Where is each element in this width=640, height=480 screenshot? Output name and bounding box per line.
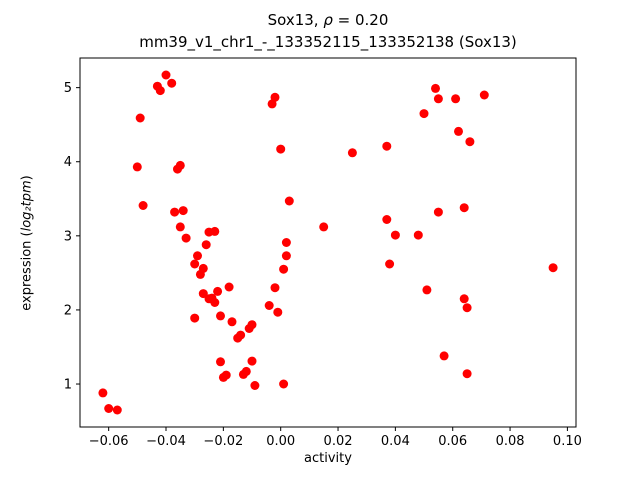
data-point	[210, 226, 220, 236]
x-tick-label: 0.06	[438, 434, 467, 449]
data-point	[382, 141, 392, 151]
data-point	[161, 70, 171, 80]
x-tick-label: 0.00	[266, 434, 295, 449]
data-point	[422, 285, 432, 295]
data-point	[462, 369, 472, 379]
data-point	[319, 222, 329, 232]
data-point	[284, 196, 294, 206]
data-point	[138, 201, 148, 210]
data-point	[270, 92, 280, 102]
data-point	[247, 320, 257, 330]
chart-subtitle: mm39_v1_chr1_-_133352115_133352138 (Sox1…	[139, 32, 517, 51]
data-point	[135, 113, 145, 123]
data-point	[270, 283, 280, 293]
data-point	[264, 301, 274, 310]
x-tick-label: 0.04	[381, 434, 410, 449]
data-point	[132, 162, 142, 172]
data-point	[276, 144, 286, 154]
data-point	[216, 311, 225, 321]
data-point	[181, 233, 191, 243]
data-point	[155, 86, 165, 96]
data-point	[104, 404, 114, 413]
y-tick-label: 5	[64, 81, 72, 96]
data-point	[198, 263, 208, 273]
data-point	[213, 286, 223, 296]
data-point	[201, 240, 211, 250]
data-point	[198, 289, 208, 299]
data-point	[465, 137, 475, 147]
data-point	[236, 330, 246, 340]
data-point	[178, 206, 188, 216]
data-point	[224, 282, 234, 292]
axes-frame	[79, 57, 577, 428]
data-point	[413, 230, 423, 240]
data-point	[193, 251, 202, 261]
x-tick-label: −0.04	[146, 434, 186, 449]
data-point	[250, 381, 260, 390]
data-point	[382, 215, 392, 224]
data-point	[167, 78, 177, 88]
data-point	[431, 83, 440, 93]
data-point	[279, 379, 289, 389]
y-tick-label: 1	[64, 378, 72, 393]
data-point	[190, 313, 200, 323]
y-tick-label: 4	[64, 155, 72, 170]
y-tick-label: 2	[64, 303, 72, 318]
data-point	[241, 366, 251, 376]
data-point	[390, 230, 400, 240]
title-text: Sox13,	[267, 11, 324, 29]
data-point	[227, 317, 237, 327]
data-point	[175, 222, 185, 232]
chart-title-line1: Sox13, ρ = 0.20	[80, 10, 576, 32]
data-point	[281, 238, 291, 247]
x-tick-label: 0.08	[496, 434, 525, 449]
data-point	[221, 370, 231, 380]
y-tick-label: 3	[64, 229, 72, 244]
data-point	[210, 298, 220, 307]
data-point	[281, 251, 291, 261]
x-tick-label: −0.02	[203, 434, 243, 449]
data-point	[279, 264, 289, 274]
data-point	[439, 351, 449, 361]
x-tick-label: 0.02	[324, 434, 353, 449]
data-point	[459, 203, 469, 213]
data-point	[98, 388, 108, 398]
x-axis-label: activity	[304, 451, 352, 466]
data-point	[216, 357, 225, 367]
data-point	[419, 109, 429, 119]
data-point	[190, 259, 200, 269]
chart-title: Sox13, ρ = 0.20 mm39_v1_chr1_-_133352115…	[80, 10, 576, 54]
data-point	[175, 160, 185, 170]
data-point	[433, 207, 443, 217]
data-point	[462, 303, 472, 313]
data-point	[347, 148, 357, 158]
data-point	[548, 263, 558, 273]
rho-symbol: ρ	[323, 11, 333, 29]
data-point	[479, 90, 489, 100]
data-point	[433, 94, 443, 104]
data-point	[459, 294, 469, 304]
data-point	[170, 207, 180, 217]
data-point	[112, 405, 122, 415]
data-point	[273, 307, 283, 317]
x-tick-label: 0.10	[553, 434, 582, 449]
data-point	[385, 259, 395, 269]
data-point	[454, 126, 463, 136]
rho-value: = 0.20	[332, 11, 389, 29]
x-tick-label: −0.06	[89, 434, 129, 449]
data-point	[451, 94, 461, 104]
data-point	[247, 356, 257, 366]
